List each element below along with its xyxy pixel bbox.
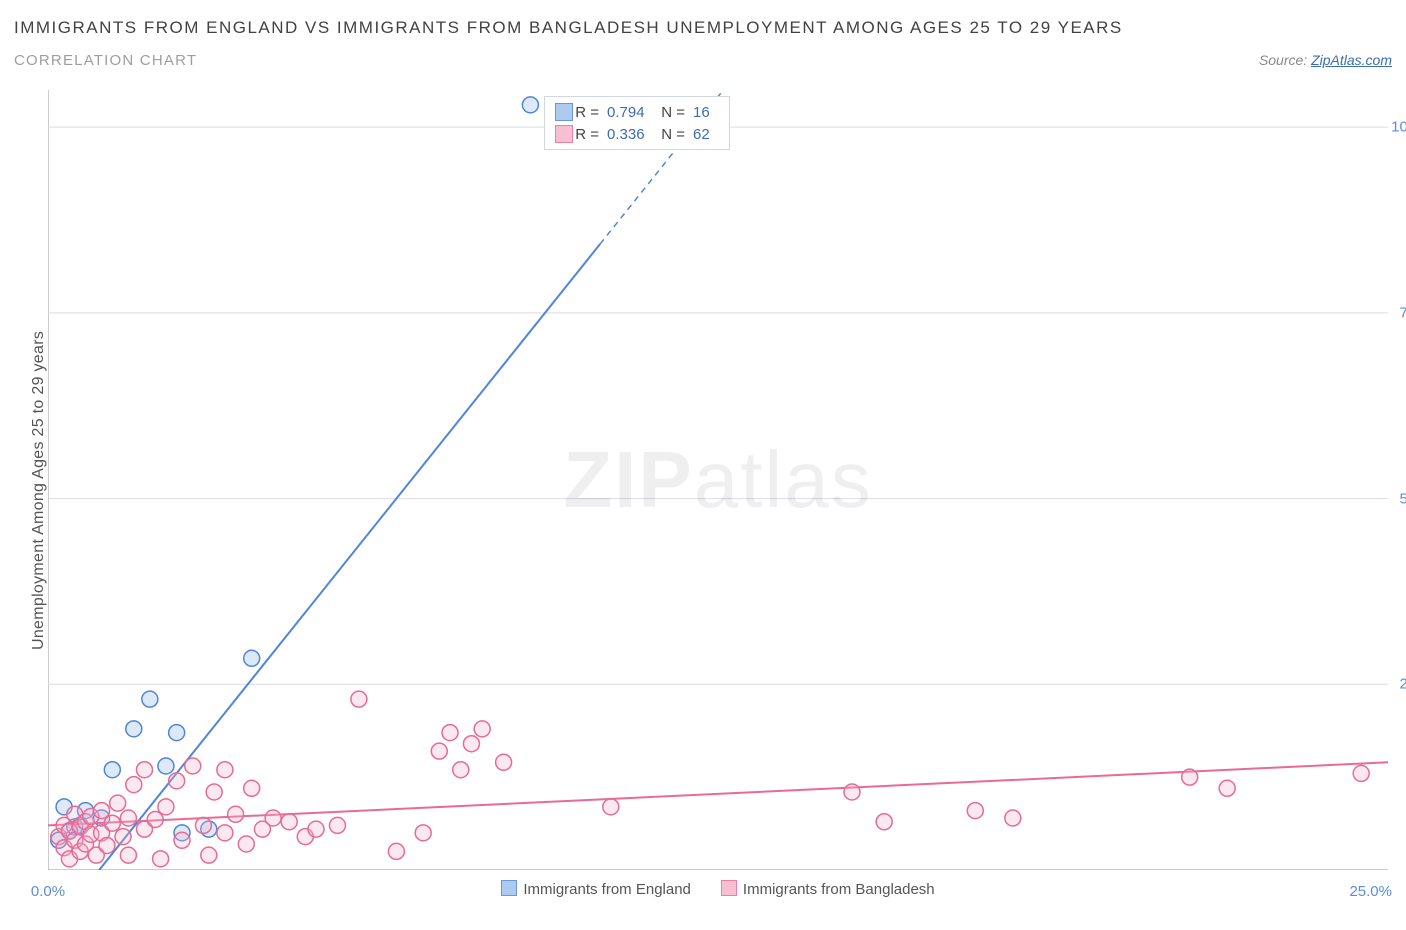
legend-swatch-bangladesh	[721, 880, 737, 896]
y-tick-label: 100.0%	[1391, 119, 1406, 136]
y-tick-label: 50.0%	[1399, 490, 1406, 507]
legend-item-bangladesh: Immigrants from Bangladesh	[721, 880, 935, 898]
chart-subtitle: CORRELATION CHART	[14, 52, 197, 69]
stats-swatch-bangladesh	[555, 125, 573, 143]
stats-value-n2: 62	[689, 126, 719, 143]
source-link[interactable]: ZipAtlas.com	[1311, 52, 1392, 68]
stats-swatch-england	[555, 103, 573, 121]
legend-bottom: Immigrants from England Immigrants from …	[48, 880, 1388, 898]
scatter-plot: R = 0.794 N = 16 R = 0.336 N = 62 ZIPatl…	[48, 90, 1388, 870]
stats-label-n: N =	[659, 126, 689, 143]
legend-label-bangladesh: Immigrants from Bangladesh	[743, 881, 935, 898]
stats-label-r: R =	[573, 104, 603, 121]
stats-legend-box: R = 0.794 N = 16 R = 0.336 N = 62	[544, 96, 730, 150]
stats-value-r2: 0.336	[603, 126, 659, 143]
stats-label-n: N =	[659, 104, 689, 121]
source-attribution: Source: ZipAtlas.com	[1259, 52, 1392, 68]
y-tick-label: 25.0%	[1399, 676, 1406, 693]
stats-value-n1: 16	[689, 104, 719, 121]
y-axis-label: Unemployment Among Ages 25 to 29 years	[30, 331, 48, 650]
legend-label-england: Immigrants from England	[523, 881, 691, 898]
legend-item-england: Immigrants from England	[501, 880, 691, 898]
plot-svg	[48, 90, 1388, 870]
y-tick-label: 75.0%	[1399, 304, 1406, 321]
legend-swatch-england	[501, 880, 517, 896]
source-prefix-text: Source:	[1259, 52, 1311, 68]
stats-label-r: R =	[573, 126, 603, 143]
stats-value-r1: 0.794	[603, 104, 659, 121]
chart-title: IMMIGRANTS FROM ENGLAND VS IMMIGRANTS FR…	[14, 18, 1123, 38]
